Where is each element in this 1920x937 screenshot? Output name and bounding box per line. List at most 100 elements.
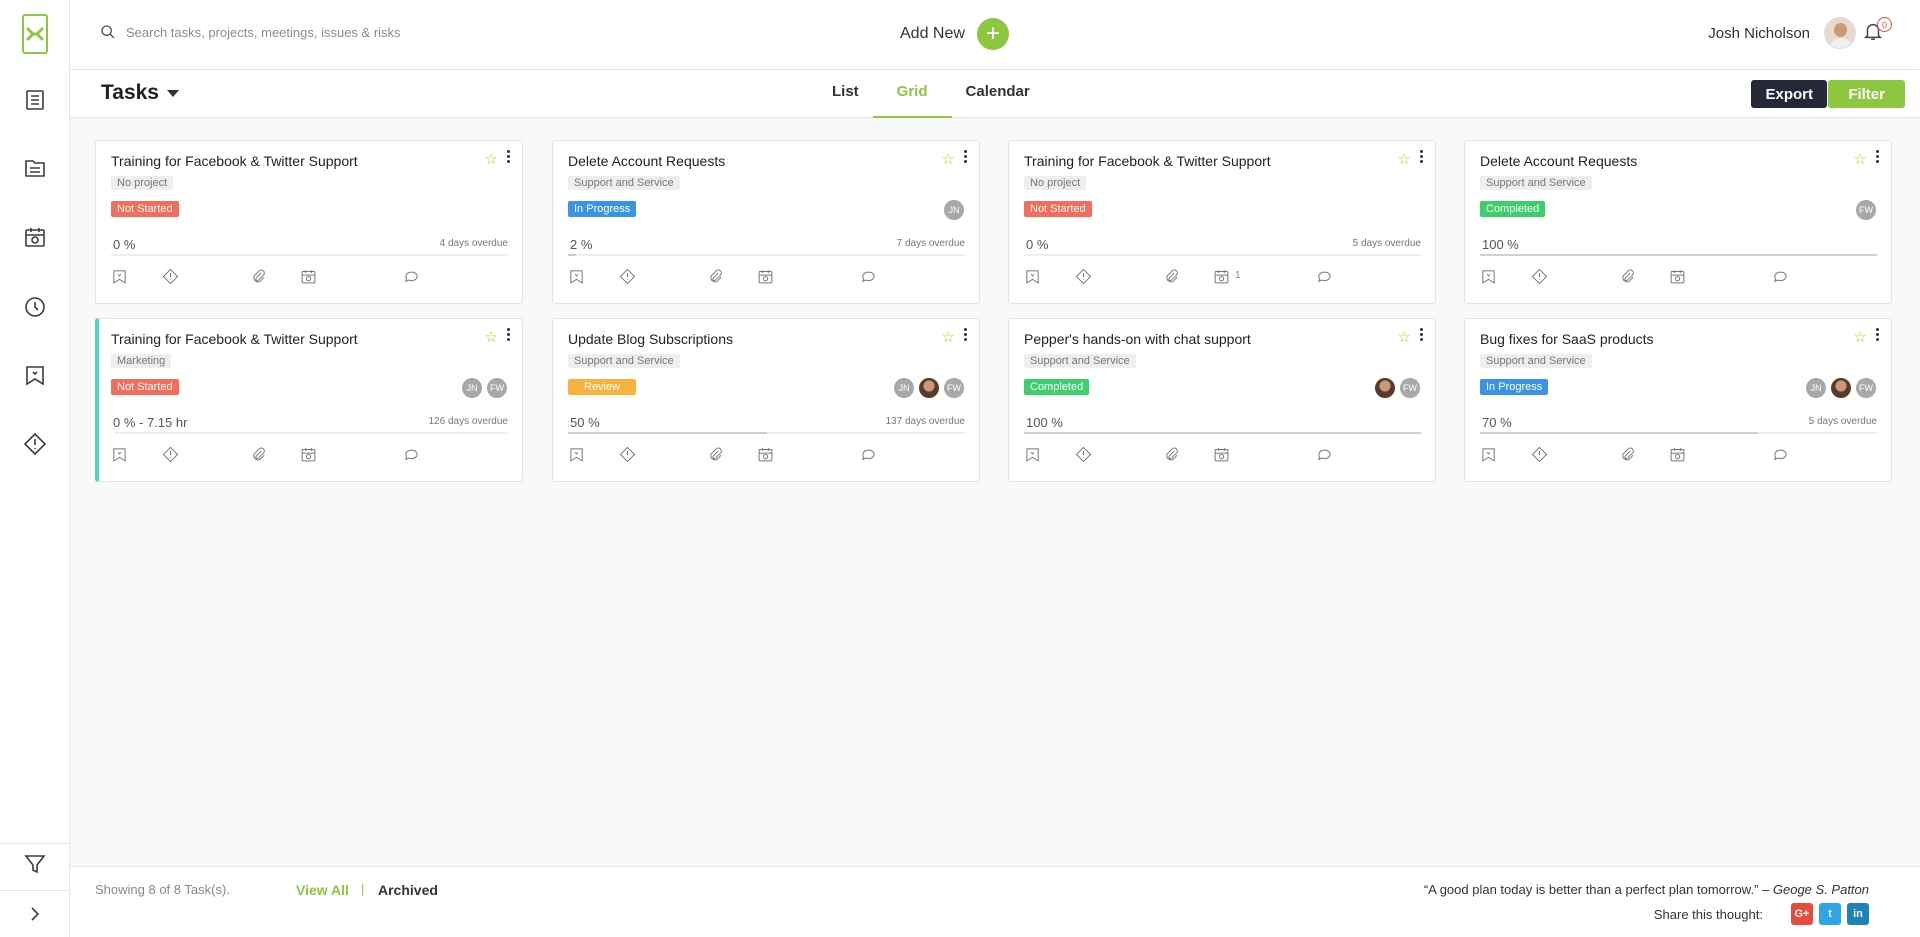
user-menu[interactable]: Josh Nicholson	[1708, 17, 1856, 49]
search-input[interactable]	[126, 24, 466, 40]
add-new-label[interactable]: Add New	[900, 25, 965, 42]
status-badge[interactable]: Completed	[1480, 201, 1546, 217]
task-card[interactable]: Training for Facebook & Twitter Support ☆…	[95, 140, 523, 304]
status-badge[interactable]: Not Started	[111, 201, 179, 217]
assignee-avatar[interactable]	[1374, 377, 1396, 399]
status-badge[interactable]: Review	[568, 379, 637, 395]
task-card[interactable]: Bug fixes for SaaS products ☆ Support and …	[1464, 318, 1892, 482]
meetings-nav-icon[interactable]	[22, 224, 48, 250]
task-title[interactable]: Training for Facebook & Twitter Support	[111, 153, 358, 169]
star-icon[interactable]: ☆	[1397, 151, 1411, 168]
assignee-avatar[interactable]: JN	[461, 377, 483, 399]
google-plus-share-icon[interactable]: G+	[1791, 903, 1813, 925]
task-card[interactable]: Training for Facebook & Twitter Support ☆…	[1008, 140, 1436, 304]
risk-icon[interactable]	[1531, 446, 1549, 464]
star-icon[interactable]: ☆	[1397, 329, 1411, 346]
user-name[interactable]: Josh Nicholson	[1708, 24, 1810, 42]
attachment-icon[interactable]	[1163, 268, 1181, 286]
task-title[interactable]: Pepper's hands-on with chat support	[1024, 331, 1251, 347]
task-title[interactable]: Delete Account Requests	[568, 153, 726, 169]
projects-nav-icon[interactable]	[22, 155, 48, 181]
meeting-icon[interactable]	[1669, 268, 1687, 286]
star-icon[interactable]: ☆	[941, 151, 955, 168]
issue-icon[interactable]	[1024, 268, 1042, 286]
assignee-avatar[interactable]: FW	[486, 377, 508, 399]
archived-link[interactable]: Archived	[378, 882, 438, 898]
risk-icon[interactable]	[162, 268, 180, 286]
issue-icon[interactable]	[568, 446, 586, 464]
comment-icon[interactable]	[1772, 268, 1790, 286]
more-options-icon[interactable]	[1420, 328, 1424, 341]
status-badge[interactable]: Not Started	[111, 379, 179, 395]
more-options-icon[interactable]	[1876, 328, 1880, 341]
risk-icon[interactable]	[619, 268, 637, 286]
attachment-icon[interactable]	[1619, 446, 1637, 464]
attachment-icon[interactable]	[1619, 268, 1637, 286]
assignee-avatar[interactable]	[918, 377, 940, 399]
comment-icon[interactable]	[860, 268, 878, 286]
timesheet-nav-icon[interactable]	[22, 294, 48, 320]
status-badge[interactable]: Completed	[1024, 379, 1090, 395]
meeting-icon[interactable]	[300, 268, 318, 286]
status-badge[interactable]: Not Started	[1024, 201, 1092, 217]
more-options-icon[interactable]	[964, 150, 968, 163]
more-options-icon[interactable]	[507, 328, 511, 341]
risks-nav-icon[interactable]	[22, 431, 48, 457]
assignee-avatar[interactable]: JN	[943, 199, 965, 221]
meeting-icon[interactable]	[757, 268, 775, 286]
meeting-icon[interactable]	[300, 446, 318, 464]
risk-icon[interactable]	[1531, 268, 1549, 286]
comment-icon[interactable]	[1316, 268, 1334, 286]
view-all-link[interactable]: View All	[296, 882, 349, 898]
risk-icon[interactable]	[619, 446, 637, 464]
risk-icon[interactable]	[1075, 268, 1093, 286]
more-options-icon[interactable]	[1876, 150, 1880, 163]
assignee-avatar[interactable]: FW	[943, 377, 965, 399]
task-title[interactable]: Update Blog Subscriptions	[568, 331, 733, 347]
meeting-icon[interactable]: 1	[1213, 268, 1241, 286]
assignee-avatar[interactable]: FW	[1855, 199, 1877, 221]
more-options-icon[interactable]	[1420, 150, 1424, 163]
star-icon[interactable]: ☆	[484, 151, 498, 168]
more-options-icon[interactable]	[964, 328, 968, 341]
comment-icon[interactable]	[860, 446, 878, 464]
more-options-icon[interactable]	[507, 150, 511, 163]
issue-icon[interactable]	[111, 268, 129, 286]
export-button[interactable]: Export	[1751, 80, 1827, 108]
tab-list[interactable]: List	[832, 83, 859, 100]
task-card[interactable]: Delete Account Requests ☆ Support and Serv…	[1464, 140, 1892, 304]
comment-icon[interactable]	[403, 446, 421, 464]
filter-button[interactable]: Filter	[1828, 80, 1905, 108]
star-icon[interactable]: ☆	[484, 329, 498, 346]
assignee-avatar[interactable]: FW	[1855, 377, 1877, 399]
attachment-icon[interactable]	[1163, 446, 1181, 464]
page-title[interactable]: Tasks	[101, 81, 179, 105]
issue-icon[interactable]	[1480, 268, 1498, 286]
attachment-icon[interactable]	[707, 446, 725, 464]
task-title[interactable]: Training for Facebook & Twitter Support	[1024, 153, 1271, 169]
risk-icon[interactable]	[162, 446, 180, 464]
tab-grid[interactable]: Grid	[872, 70, 952, 118]
notifications[interactable]: 0	[1862, 17, 1892, 44]
twitter-share-icon[interactable]: t	[1819, 903, 1841, 925]
task-card[interactable]: Training for Facebook & Twitter Support ☆…	[95, 318, 523, 482]
comment-icon[interactable]	[1772, 446, 1790, 464]
task-card[interactable]: Update Blog Subscriptions ☆ Support and Se…	[552, 318, 980, 482]
star-icon[interactable]: ☆	[941, 329, 955, 346]
star-icon[interactable]: ☆	[1853, 151, 1867, 168]
issue-icon[interactable]	[111, 446, 129, 464]
issue-icon[interactable]	[1024, 446, 1042, 464]
meeting-icon[interactable]	[1213, 446, 1231, 464]
task-title[interactable]: Delete Account Requests	[1480, 153, 1638, 169]
issues-nav-icon[interactable]	[22, 362, 48, 388]
issue-icon[interactable]	[1480, 446, 1498, 464]
status-badge[interactable]: In Progress	[1480, 379, 1549, 395]
issue-icon[interactable]	[568, 268, 586, 286]
attachment-icon[interactable]	[250, 268, 268, 286]
task-card[interactable]: Delete Account Requests ☆ Support and Serv…	[552, 140, 980, 304]
assignee-avatar[interactable]: FW	[1399, 377, 1421, 399]
attachment-icon[interactable]	[250, 446, 268, 464]
sidebar-filter[interactable]	[0, 843, 70, 884]
comment-icon[interactable]	[403, 268, 421, 286]
sidebar-expand[interactable]	[0, 890, 70, 937]
